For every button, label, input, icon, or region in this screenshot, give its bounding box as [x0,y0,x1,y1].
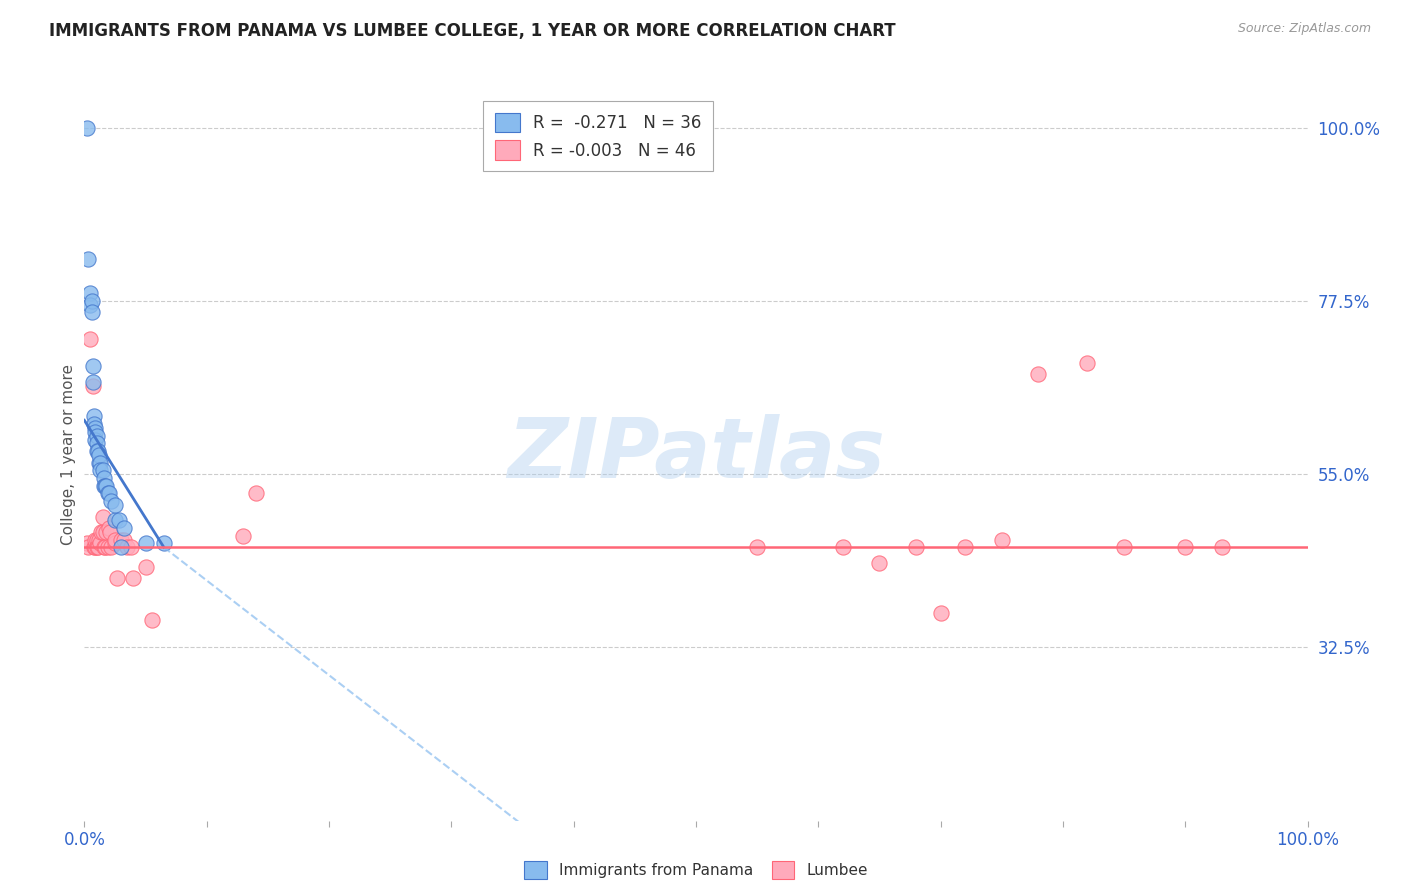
Point [94,479,117,493]
Text: ZIPatlas: ZIPatlas [508,415,884,495]
Point [953,541,976,555]
Point [100,541,122,555]
Point [747,541,769,555]
Point [97,541,120,555]
Point [869,556,891,570]
Point [83,541,105,555]
Text: Source: ZipAtlas.com: Source: ZipAtlas.com [1237,22,1371,36]
Legend: Immigrants from Panama, Lumbee: Immigrants from Panama, Lumbee [516,854,876,886]
Point [77,252,100,266]
Point [1076,355,1098,369]
Text: IMMIGRANTS FROM PANAMA VS LUMBEE COLLEGE, 1 YEAR OR MORE CORRELATION CHART: IMMIGRANTS FROM PANAMA VS LUMBEE COLLEGE… [49,22,896,40]
Point [105,571,128,585]
Point [84,433,107,447]
Point [76,536,98,550]
Y-axis label: College, 1 year or more: College, 1 year or more [60,365,76,545]
Point [86,436,108,450]
Point [115,541,138,555]
Point [245,486,267,500]
Point [104,536,127,550]
Point [87,533,110,547]
Point [80,293,103,308]
Point [82,378,104,392]
Point [89,463,111,477]
Point [89,536,111,550]
Point [93,471,115,485]
Point [84,541,107,555]
Point [232,529,254,543]
Point [135,559,157,574]
Point [991,533,1014,547]
Point [83,417,105,431]
Point [104,498,127,512]
Point [1028,367,1050,381]
Point [86,533,108,547]
Point [122,571,145,585]
Point [94,541,117,555]
Point [84,425,107,439]
Point [87,448,110,462]
Point [86,541,108,555]
Point [87,541,110,555]
Point [1174,541,1197,555]
Point [93,479,115,493]
Point [86,428,108,442]
Point [110,533,132,547]
Point [153,536,176,550]
Point [79,286,101,301]
Point [100,494,122,508]
Point [91,524,114,539]
Point [905,541,928,555]
Point [110,541,132,555]
Point [91,463,114,477]
Point [1211,541,1233,555]
Point [84,421,107,435]
Point [80,305,103,319]
Point [97,486,120,500]
Point [135,536,157,550]
Point [79,333,101,347]
Point [112,521,135,535]
Point [141,614,163,628]
Point [86,444,108,458]
Point [91,509,114,524]
Point [89,456,111,470]
Point [97,486,120,500]
Point [82,359,104,374]
Point [82,375,104,389]
Point [87,456,110,470]
Point [97,521,120,535]
Point [104,533,127,547]
Point [929,606,952,620]
Point [120,541,142,555]
Point [112,533,135,547]
Point [83,409,105,424]
Point [79,298,101,312]
Point [96,524,118,539]
Point [104,513,127,527]
Point [87,444,110,458]
Point [84,533,107,547]
Point [77,541,100,555]
Point [98,524,121,539]
Point [96,479,118,493]
Point [831,541,853,555]
Point [107,513,129,527]
Point [93,541,115,555]
Point [1114,541,1136,555]
Point [90,524,112,539]
Point [76,120,98,135]
